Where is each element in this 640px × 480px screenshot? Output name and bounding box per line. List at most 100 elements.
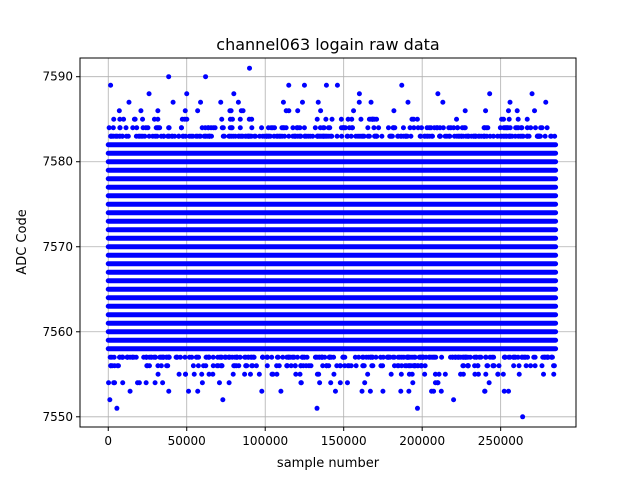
data-point — [271, 133, 277, 139]
data-point — [549, 354, 555, 360]
data-point — [182, 108, 188, 114]
data-point — [504, 125, 510, 131]
data-point — [507, 99, 513, 105]
data-point — [451, 125, 457, 131]
data-point — [219, 116, 225, 122]
data-point — [331, 371, 337, 377]
x-tick-label: 50000 — [168, 434, 206, 448]
data-point — [301, 125, 307, 131]
outlier-point — [108, 82, 114, 88]
data-point — [155, 108, 161, 114]
data-point — [332, 388, 338, 394]
data-point — [409, 354, 415, 360]
data-point — [331, 354, 337, 360]
data-point — [369, 354, 375, 360]
data-point — [551, 363, 557, 369]
data-point — [324, 363, 330, 369]
data-point — [525, 354, 531, 360]
data-point — [191, 371, 197, 377]
data-point — [344, 133, 350, 139]
data-point — [154, 125, 160, 131]
outlier-point — [231, 91, 237, 97]
data-point — [408, 133, 414, 139]
data-point — [283, 108, 289, 114]
data-point — [280, 99, 286, 105]
data-point — [515, 354, 521, 360]
data-point — [518, 125, 524, 131]
data-point — [412, 363, 418, 369]
data-point — [511, 363, 517, 369]
data-point — [141, 354, 147, 360]
data-point — [111, 380, 117, 386]
data-point — [395, 133, 401, 139]
data-point — [362, 380, 368, 386]
data-point — [295, 108, 301, 114]
outlier-point — [247, 65, 253, 71]
data-point — [478, 354, 484, 360]
data-point — [388, 371, 394, 377]
data-point — [483, 125, 489, 131]
data-point — [337, 380, 343, 386]
data-point — [328, 380, 334, 386]
data-point — [389, 133, 395, 139]
data-point — [353, 133, 359, 139]
data-point — [464, 133, 470, 139]
outlier-point — [278, 388, 284, 394]
data-point — [429, 388, 435, 394]
data-point — [465, 354, 471, 360]
data-point — [218, 354, 224, 360]
outlier-point — [298, 380, 304, 386]
data-point — [429, 133, 435, 139]
data-point — [216, 380, 222, 386]
data-point — [229, 125, 235, 131]
data-point — [238, 108, 244, 114]
data-point — [126, 99, 132, 105]
data-point — [334, 133, 340, 139]
data-point — [249, 116, 255, 122]
data-point — [275, 354, 281, 360]
data-point — [313, 354, 319, 360]
data-point — [328, 133, 334, 139]
data-point — [286, 354, 292, 360]
outlier-point — [356, 91, 362, 97]
data-point — [176, 371, 182, 377]
data-point — [264, 363, 270, 369]
data-point — [455, 125, 461, 131]
data-point — [212, 125, 218, 131]
data-point — [340, 125, 346, 131]
y-axis-label: ADC Code — [15, 209, 30, 274]
data-point — [542, 133, 548, 139]
data-point — [531, 354, 537, 360]
data-point — [299, 99, 305, 105]
data-point — [236, 133, 242, 139]
data-point — [265, 125, 271, 131]
data-point — [404, 133, 410, 139]
data-point — [186, 133, 192, 139]
data-point — [235, 99, 241, 105]
data-point — [286, 133, 292, 139]
data-point — [499, 116, 505, 122]
data-point — [259, 125, 265, 131]
data-point — [176, 133, 182, 139]
data-point — [264, 133, 270, 139]
data-point — [371, 125, 377, 131]
data-point — [544, 125, 550, 131]
data-point — [321, 125, 327, 131]
data-point — [201, 363, 207, 369]
data-point — [407, 125, 413, 131]
outlier-point — [323, 82, 329, 88]
data-point — [387, 354, 393, 360]
outlier-point — [286, 82, 292, 88]
data-point — [506, 354, 512, 360]
data-point — [337, 363, 343, 369]
data-point — [166, 125, 172, 131]
data-point — [502, 354, 508, 360]
outlier-point — [520, 414, 526, 420]
data-point — [327, 354, 333, 360]
data-point — [127, 388, 133, 394]
data-point — [505, 108, 511, 114]
data-point — [315, 99, 321, 105]
data-point — [352, 354, 358, 360]
data-point — [170, 99, 176, 105]
data-point — [405, 99, 411, 105]
